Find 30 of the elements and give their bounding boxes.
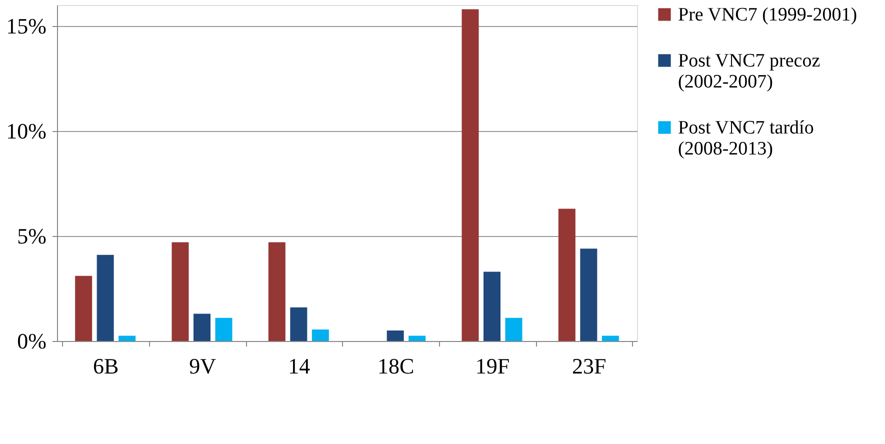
x-tick-label: 6B <box>92 354 119 378</box>
bar <box>602 336 619 341</box>
legend-label: Post VNC7 precoz (2002-2007) <box>678 50 820 92</box>
legend-label: Post VNC7 tardío (2008-2013) <box>678 118 814 160</box>
bar <box>484 272 500 341</box>
bar <box>386 330 404 341</box>
y-tick-label: 0% <box>17 328 46 354</box>
y-tick-label: 5% <box>17 224 46 248</box>
x-tick-label: 19F <box>475 354 510 378</box>
y-tick-label: 15% <box>6 14 46 38</box>
legend-label: Pre VNC7 (1999-2001) <box>678 4 858 26</box>
x-tick-label: 9V <box>189 354 216 378</box>
bar <box>290 307 308 341</box>
bar <box>172 242 189 341</box>
bar <box>408 336 426 341</box>
bar <box>268 242 286 341</box>
bar <box>580 248 598 341</box>
bar <box>118 336 136 341</box>
y-tick-label: 10% <box>6 118 46 144</box>
bar <box>194 314 210 341</box>
x-tick-label: 14 <box>288 354 310 378</box>
x-tick-label: 18C <box>377 354 414 378</box>
bar <box>215 318 232 341</box>
bar <box>505 318 522 341</box>
x-tick-label: 23F <box>572 354 606 378</box>
bar <box>312 329 329 341</box>
bar <box>558 208 576 341</box>
bar <box>75 276 92 341</box>
bar <box>462 9 479 341</box>
bar <box>96 254 114 341</box>
